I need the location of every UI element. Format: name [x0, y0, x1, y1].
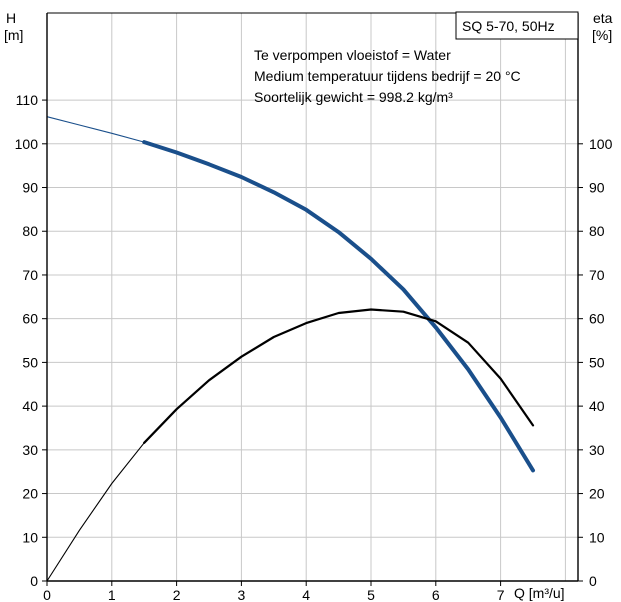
- y-left-label-symbol: H: [6, 10, 16, 26]
- x-tick-label: 5: [367, 587, 375, 602]
- y-right-tick-label: 20: [589, 486, 605, 502]
- axes: [46, 12, 579, 582]
- y-left-tick-label: 80: [22, 223, 38, 239]
- y-left-tick-label: 90: [22, 180, 38, 196]
- y-left-tick-label: 50: [22, 354, 38, 370]
- head-curve: [142, 140, 535, 473]
- annotation-density: Soortelijk gewicht = 998.2 kg/m³: [254, 89, 453, 105]
- title-box: [455, 11, 579, 40]
- head-curve-extrapolated: [46, 116, 145, 143]
- x-tick-label: 7: [497, 587, 505, 602]
- x-tick-label: 4: [302, 587, 310, 602]
- y-left-tick-label: 40: [22, 398, 38, 414]
- curves: [46, 116, 535, 582]
- y-left-tick-label: 20: [22, 486, 38, 502]
- x-tick-label: 0: [43, 587, 51, 602]
- efficiency-curve-extrapolated: [46, 442, 145, 582]
- efficiency-curve: [143, 308, 535, 444]
- y-left-label-unit: [m]: [4, 27, 23, 43]
- y-left-tick-label: 10: [22, 529, 38, 545]
- y-left-tick-label: 30: [22, 442, 38, 458]
- y-right-tick-label: 10: [589, 529, 605, 545]
- chart-title: SQ 5-70, 50Hz: [462, 18, 555, 34]
- y-right-tick-label: 60: [589, 311, 605, 327]
- y-left-tick-label: 60: [22, 311, 38, 327]
- ticks: 0 1 2 3 4 5 6 701020304050607080901001100102030…: [15, 92, 613, 602]
- x-tick-label: 6: [432, 587, 440, 602]
- y-right-label-unit: [%]: [592, 27, 612, 43]
- y-left-tick-label: 110: [16, 92, 39, 108]
- x-tick-label: 1: [108, 587, 116, 602]
- y-right-tick-label: 40: [589, 398, 605, 414]
- y-right-label-symbol: eta: [593, 10, 613, 26]
- y-right-tick-label: 30: [589, 442, 605, 458]
- y-right-tick-label: 100: [589, 136, 613, 152]
- x-axis-label: Q [m³/u]: [514, 585, 565, 601]
- y-right-tick-label: 70: [589, 267, 605, 283]
- y-right-tick-label: 90: [589, 180, 605, 196]
- y-left-tick-label: 100: [15, 136, 39, 152]
- x-tick-label: 3: [238, 587, 246, 602]
- annotation-temperature: Medium temperatuur tijdens bedrijf = 20 …: [254, 68, 521, 84]
- y-left-tick-label: 70: [22, 267, 38, 283]
- y-left-tick-label: 0: [30, 573, 38, 589]
- annotation-liquid: Te verpompen vloeistof = Water: [254, 47, 451, 63]
- y-right-tick-label: 50: [589, 354, 605, 370]
- y-right-tick-label: 0: [589, 573, 597, 589]
- grid: [47, 13, 578, 581]
- x-tick-label: 2: [173, 587, 181, 602]
- y-right-tick-label: 80: [589, 223, 605, 239]
